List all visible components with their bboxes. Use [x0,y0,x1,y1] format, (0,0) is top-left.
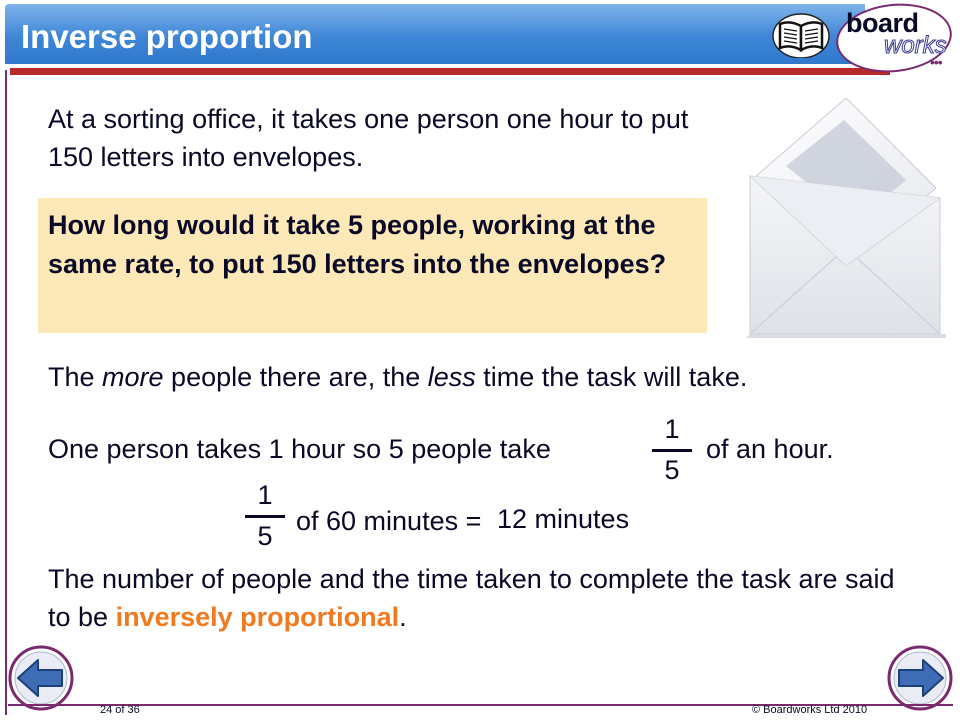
title-divider-light [10,64,890,67]
fraction-denominator: 5 [257,521,273,551]
fraction-numerator: 1 [664,414,680,444]
previous-arrow-icon[interactable] [8,645,74,711]
logo-board-text: board [846,8,919,38]
title-bar: Inverse proportion [5,4,865,64]
more-less-part1: The [48,362,103,392]
conclusion-text: The number of people and the time taken … [48,560,908,636]
more-less-part2: people there are, the [163,362,428,392]
fraction-numerator: 1 [257,480,273,510]
next-arrow-icon[interactable] [887,645,953,711]
intro-text: At a sorting office, it takes one person… [48,104,689,172]
conclusion-part2: . [399,602,407,632]
logo-works-text: works [884,32,948,60]
book-icon[interactable] [772,12,830,58]
fraction-bar [652,449,692,452]
boardworks-logo: board works ••• [832,0,956,78]
result-twelve-minutes: 12 minutes [497,504,630,534]
slide-title: Inverse proportion [21,18,313,55]
conclusion-part1: The number of people and the time taken … [48,564,895,632]
inversely-proportional-highlight: inversely proportional [115,602,400,632]
more-less-part3: time the task will take. [475,362,748,392]
footer-divider [8,704,953,706]
fraction-denominator: 5 [664,455,680,485]
title-divider [10,68,890,75]
less-word: less [427,362,476,392]
page-number: 24 of 36 [100,704,140,716]
slide-left-border [5,70,7,715]
fraction-one-fifth: 1 5 [652,414,692,485]
question-box: How long would it take 5 people, working… [38,198,707,333]
more-less-sentence: The more people there are, the less time… [48,358,928,396]
copyright-text: © Boardworks Ltd 2010 [752,704,868,716]
more-word: more [102,362,164,392]
envelope-image [746,98,946,338]
logo-dots: ••• [930,54,943,70]
fraction-bar [245,515,285,518]
question-text: How long would it take 5 people, working… [48,210,667,279]
one-person-sentence: One person takes 1 hour so 5 people take [48,434,551,464]
of-an-hour-text: of an hour. [706,434,834,464]
fraction-one-fifth-minutes: 1 5 [245,480,285,551]
of-sixty-minutes-text: of 60 minutes = [296,506,482,536]
